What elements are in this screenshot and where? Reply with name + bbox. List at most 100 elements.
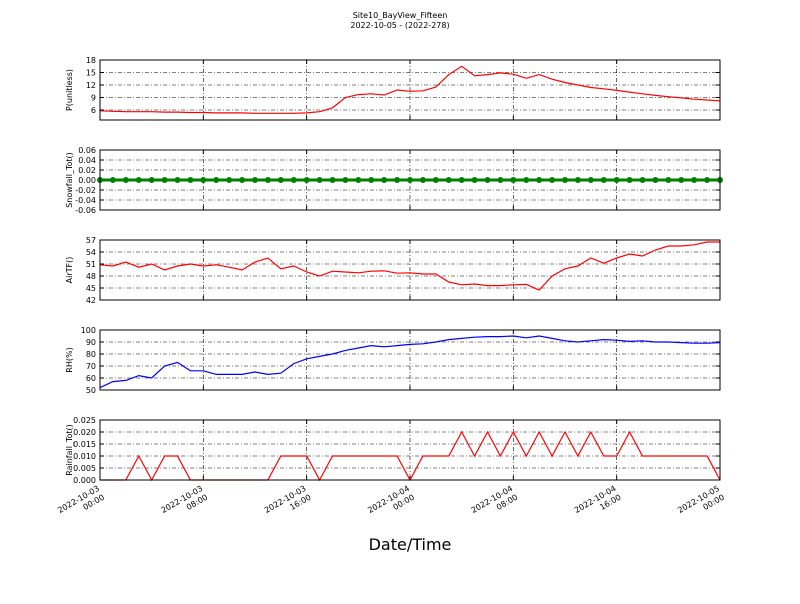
data-point [574, 177, 581, 183]
x-axis-label: Date/Time [369, 535, 452, 554]
data-point [536, 177, 543, 183]
data-point [510, 177, 517, 183]
data-point [122, 177, 129, 183]
data-line [99, 335, 721, 389]
data-point [691, 177, 698, 183]
data-point [665, 177, 672, 183]
chart-title: Site10_BayView_Fifteen [353, 11, 448, 20]
data-point [290, 177, 297, 183]
data-point [600, 177, 607, 183]
chart-subtitle: 2022-10-05 - (2022-278) [350, 21, 449, 30]
data-point [355, 177, 362, 183]
data-point [148, 177, 155, 183]
subplot: 0.000 0.005 0.010 0.015 0.020 0.025 2022-10-03… [56, 416, 726, 524]
data-point [419, 177, 426, 183]
subplot: -0.06-0.04-0.020.000.020.040.06 Snowfall_… [65, 146, 723, 215]
data-point [239, 177, 246, 183]
data-point [109, 177, 116, 183]
y-tick-label: 57 [86, 236, 96, 245]
data-point [587, 177, 594, 183]
data-point [626, 177, 633, 183]
data-point [445, 177, 452, 183]
data-point [200, 177, 207, 183]
data-point [264, 177, 271, 183]
data-point [368, 177, 375, 183]
data-point [135, 177, 142, 183]
y-tick-label: -0.06 [75, 206, 96, 215]
data-point [652, 177, 659, 183]
y-tick-label: 70 [86, 362, 96, 371]
data-point [549, 177, 556, 183]
data-point [252, 177, 258, 183]
y-tick-label: 51 [86, 260, 96, 269]
subplot: 6 9 12 15 18 P(unitless) [65, 56, 721, 121]
y-tick-label: 42 [86, 296, 96, 305]
y-tick-label: 45 [86, 284, 96, 293]
y-axis-label: Rainfall_Tot() [65, 424, 74, 476]
y-tick-label: 0.015 [73, 440, 96, 449]
data-point [213, 177, 220, 183]
y-tick-label: -0.02 [75, 186, 96, 195]
y-tick-label: 12 [86, 81, 96, 90]
y-tick-label: 48 [86, 272, 96, 281]
y-tick-label: 0.010 [73, 452, 96, 461]
y-axis-label: AirTF() [65, 257, 74, 284]
data-line [99, 65, 721, 114]
y-tick-label: 9 [91, 94, 96, 103]
data-point [394, 177, 401, 183]
data-point [458, 177, 465, 183]
y-tick-label: 60 [86, 374, 96, 383]
data-point [174, 177, 181, 183]
data-point [471, 177, 478, 183]
data-point [381, 177, 388, 183]
data-point [497, 177, 504, 183]
data-point [407, 177, 413, 183]
data-point [316, 177, 323, 183]
y-tick-label: 100 [81, 326, 96, 335]
data-point [303, 177, 310, 183]
data-point [704, 177, 711, 183]
data-point [678, 177, 685, 183]
subplot: 42 45 48 51 54 57 AirTF() [65, 236, 721, 305]
x-tick-label: 2022-10-0308:00 [160, 484, 210, 524]
data-point [226, 177, 233, 183]
x-tick-label: 2022-10-0416:00 [573, 484, 623, 524]
data-point [277, 177, 284, 183]
y-tick-label: 0.005 [73, 464, 96, 473]
x-tick-label: 2022-10-0500:00 [676, 484, 726, 524]
data-point [523, 177, 530, 183]
plot-frame [99, 329, 721, 391]
data-point [161, 177, 168, 183]
y-tick-label: 0.000 [73, 476, 96, 485]
y-tick-label: 90 [86, 338, 96, 347]
data-line [99, 241, 720, 291]
y-tick-label: 50 [86, 386, 96, 395]
subplot: 50 60 70 80 90 100 RH(%) [65, 326, 721, 395]
y-tick-label: 0.02 [78, 166, 96, 175]
data-point [484, 177, 491, 183]
data-point [342, 177, 349, 183]
plot-frame [99, 59, 721, 121]
y-tick-label: 6 [91, 106, 96, 115]
y-tick-label: 0.00 [78, 176, 96, 185]
y-axis-label: Snowfall_Tot() [65, 152, 74, 208]
data-point [187, 177, 194, 183]
y-axis-label: RH(%) [65, 347, 74, 372]
y-tick-label: 0.04 [78, 156, 96, 165]
x-tick-label: 2022-10-0300:00 [56, 484, 106, 524]
y-tick-label: 0.06 [78, 146, 96, 155]
y-tick-label: 0.020 [73, 428, 96, 437]
x-tick-label: 2022-10-0316:00 [263, 484, 313, 524]
y-axis-label: P(unitless) [65, 69, 74, 111]
data-point [613, 177, 620, 183]
data-point [562, 177, 568, 183]
y-tick-label: 54 [86, 248, 96, 257]
y-tick-label: -0.04 [75, 196, 96, 205]
x-tick-label: 2022-10-0400:00 [366, 484, 416, 524]
y-tick-label: 0.025 [73, 416, 96, 425]
data-point [432, 177, 439, 183]
y-tick-label: 80 [86, 350, 96, 359]
data-point [639, 177, 646, 183]
plot-frame [99, 239, 721, 301]
